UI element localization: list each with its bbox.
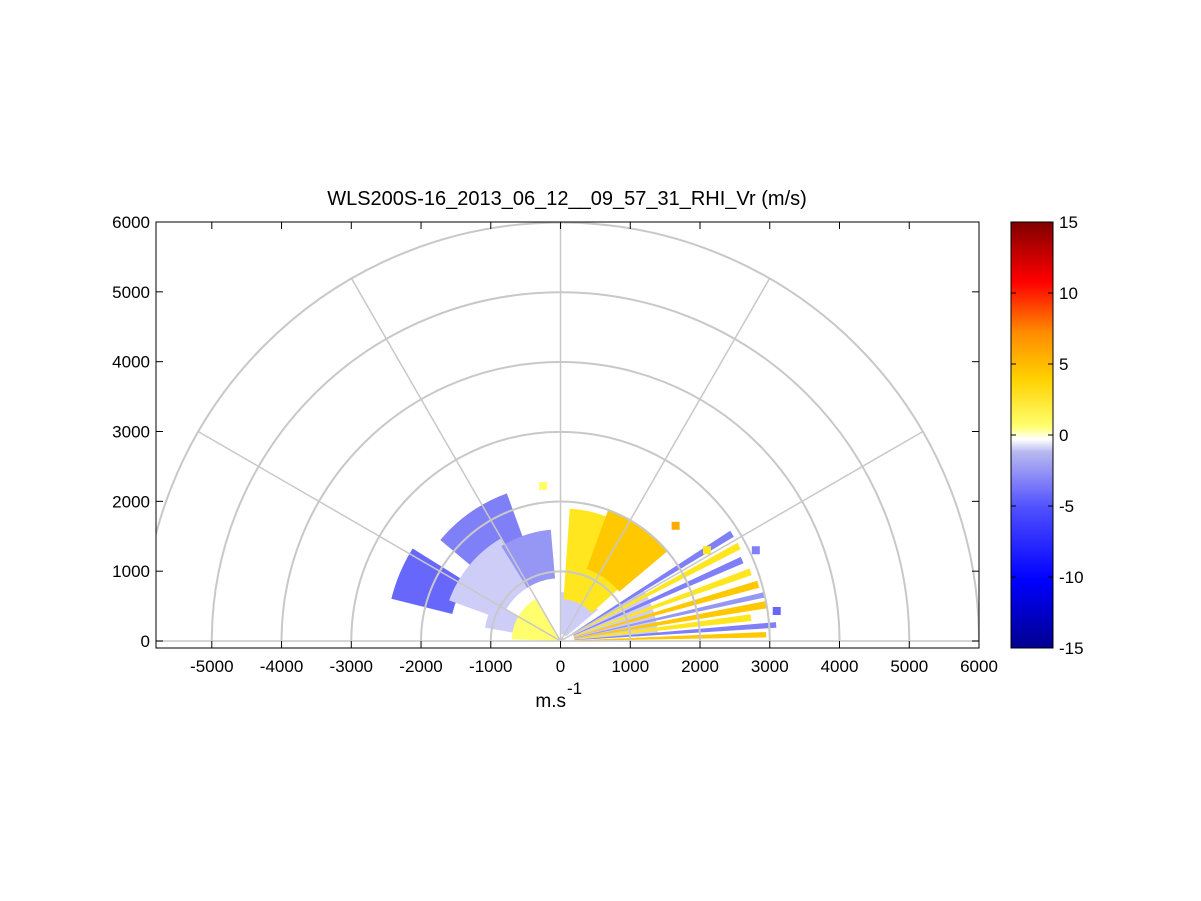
x-tick-label: 6000: [960, 657, 998, 676]
vr-sector-beam-1: [572, 530, 734, 634]
vr-cell-0: [539, 481, 548, 490]
vr-sector-far-left-blue: [391, 548, 466, 614]
colorbar-tick-label: 15: [1059, 213, 1078, 232]
vr-sector-near-left-yellow: [511, 598, 561, 642]
colorbar-tick-label: 10: [1059, 284, 1078, 303]
vr-sector-beam-8: [574, 614, 752, 640]
y-tick-label: 6000: [112, 213, 150, 232]
x-tick-label: -5000: [190, 657, 233, 676]
colorbar-tick-label: -15: [1059, 639, 1084, 658]
x-tick-label: -2000: [399, 657, 442, 676]
y-axis-ticks: 0 1000 2000 3000 4000 5000 6000: [112, 213, 979, 651]
y-tick-label: 3000: [112, 423, 150, 442]
vr-cell-4: [772, 606, 781, 615]
vr-sector-beam-7: [574, 601, 768, 639]
x-tick-label: 2000: [681, 657, 719, 676]
x-tick-label: 1000: [611, 657, 649, 676]
vr-sector-beam-10: [574, 632, 767, 641]
colorbar-tick-label: -5: [1059, 497, 1074, 516]
vr-sector-beam-4: [573, 568, 752, 637]
y-tick-label: 1000: [112, 562, 150, 581]
colorbar: [1010, 221, 1054, 649]
x-tick-label: 0: [556, 657, 565, 676]
x-axis-label: m.s: [535, 691, 566, 712]
colorbar-tick-label: -10: [1059, 568, 1084, 587]
radial-velocity-data: [391, 481, 781, 642]
vr-cell-3: [751, 546, 760, 555]
plot-frame: [155, 221, 980, 649]
x-axis-label-base: m.s: [535, 691, 566, 712]
vr-sector-beam-3: [573, 556, 744, 636]
vr-cell-1: [671, 521, 680, 530]
x-tick-label: 5000: [890, 657, 928, 676]
grid-spoke-30: [560, 430, 924, 642]
grid-spoke-120: [350, 277, 562, 642]
colorbar-ticks: 15 10 5 0 -5 -10 -15: [1011, 213, 1084, 658]
vr-sector-beam-5: [573, 580, 760, 638]
vr-sector-beam-6: [574, 592, 766, 639]
y-tick-label: 5000: [112, 283, 150, 302]
x-tick-label: -1000: [469, 657, 512, 676]
x-tick-label: -3000: [330, 657, 373, 676]
y-tick-label: 0: [141, 632, 150, 651]
vr-cell-2: [702, 546, 711, 555]
colorbar-tick-label: 5: [1059, 355, 1068, 374]
grid-spoke-150: [197, 430, 561, 642]
x-axis-label-exponent: -1: [567, 679, 582, 698]
chart-title: WLS200S-16_2013_06_12__09_57_31_RHI_Vr (…: [327, 188, 807, 210]
x-tick-label: 4000: [821, 657, 859, 676]
x-tick-label: 3000: [751, 657, 789, 676]
vr-sector-beam-2: [572, 542, 741, 635]
vr-sector-beam-9: [574, 622, 777, 641]
vr-sector-upper-right-orange: [586, 509, 668, 592]
colorbar-tick-label: 0: [1059, 426, 1068, 445]
x-axis-ticks: -5000 -4000 -3000 -2000 -1000 0 1000 2000 3000 40…: [190, 222, 998, 676]
y-tick-label: 2000: [112, 492, 150, 511]
x-tick-label: -4000: [260, 657, 303, 676]
y-tick-label: 4000: [112, 353, 150, 372]
grid-spoke-60: [559, 277, 771, 642]
